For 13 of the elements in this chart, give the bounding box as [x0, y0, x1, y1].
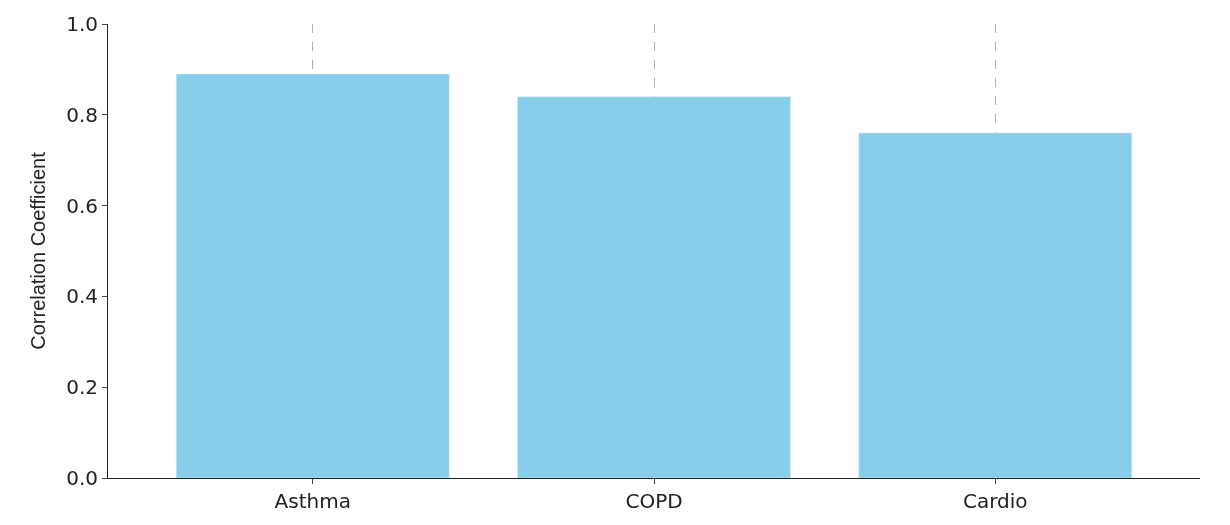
y-tick-label: 0.2 [66, 375, 98, 400]
x-tick-label: COPD [625, 489, 683, 513]
y-tick-label: 0.6 [66, 193, 98, 218]
bar [176, 73, 450, 478]
x-tick-label: Asthma [274, 489, 351, 513]
y-axis-title: Correlation Coefficient [26, 151, 49, 350]
y-tick-label: 0.0 [66, 466, 98, 490]
y-tick-label: 0.4 [66, 284, 98, 309]
bar [517, 96, 791, 478]
y-tick-label: 1.0 [66, 12, 98, 36]
x-tick-label: Cardio [962, 489, 1028, 513]
y-tick-label: 0.8 [66, 102, 98, 127]
bar [858, 132, 1132, 478]
